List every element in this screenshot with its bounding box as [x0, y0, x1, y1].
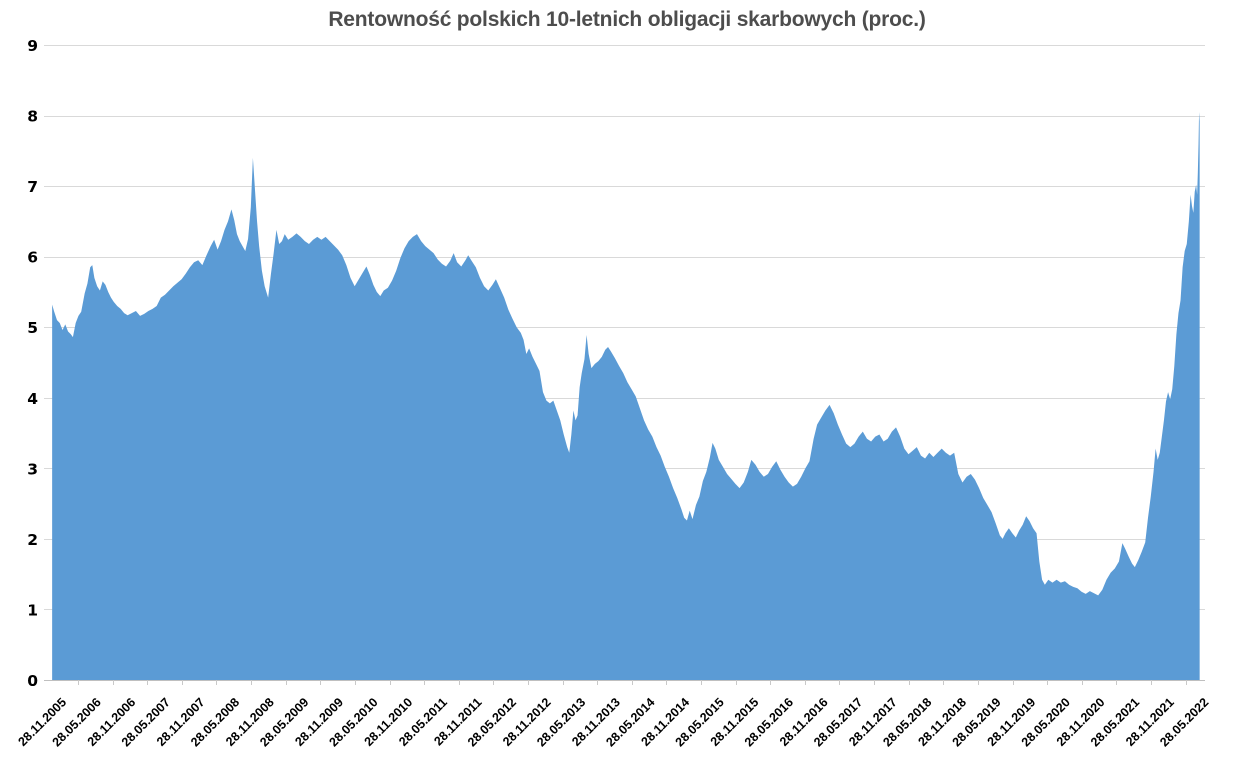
y-axis-label: 0: [27, 672, 38, 690]
y-axis-label: 6: [27, 249, 38, 267]
y-axis-label: 5: [27, 319, 38, 337]
y-axis-label: 8: [27, 108, 38, 126]
y-axis-label: 9: [27, 37, 38, 55]
y-axis-label: 3: [27, 460, 38, 478]
y-axis-label: 4: [27, 390, 38, 408]
chart-title: Rentowność polskich 10-letnich obligacji…: [328, 8, 926, 31]
y-axis-label: 2: [27, 531, 38, 549]
y-axis-label: 7: [27, 178, 38, 196]
yield-area-series: [52, 112, 1200, 680]
y-axis-label: 1: [27, 601, 38, 619]
